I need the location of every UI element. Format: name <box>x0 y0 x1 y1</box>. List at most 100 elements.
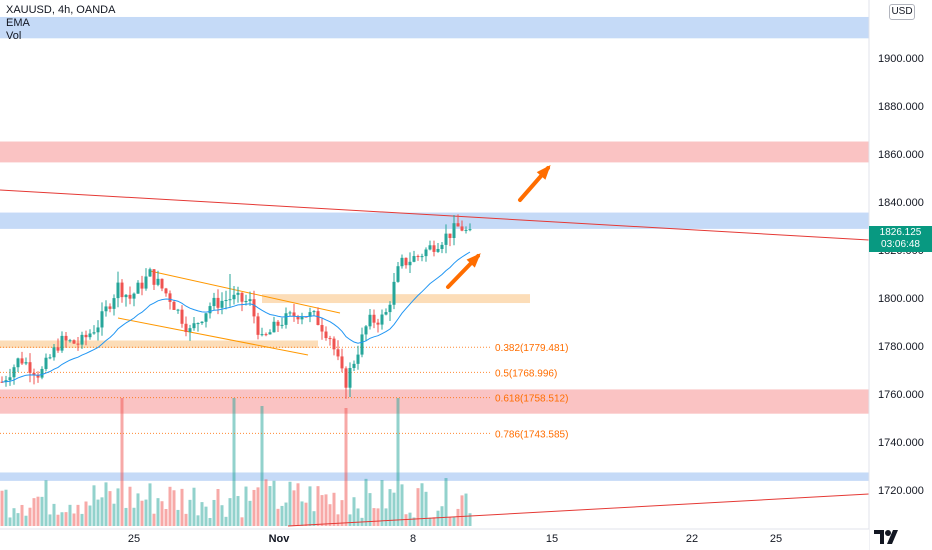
candle-body <box>260 334 264 336</box>
volume-bar <box>396 398 400 526</box>
volume-bar <box>372 508 376 526</box>
candle-body <box>152 269 156 285</box>
volume-bars <box>0 398 472 526</box>
upper-trendline <box>0 189 870 241</box>
candle-body <box>264 334 268 336</box>
tradingview-logo-icon[interactable] <box>872 526 900 548</box>
price-axis-panel[interactable] <box>869 0 932 550</box>
volume-bar <box>256 487 260 526</box>
arrow-head <box>466 253 481 268</box>
volume-bar <box>236 496 240 526</box>
candle-body <box>316 311 320 326</box>
price-tick-label: 1900.000 <box>878 53 924 65</box>
volume-bar <box>220 505 224 526</box>
candle-body <box>244 301 248 303</box>
candle <box>176 308 180 314</box>
volume-bar <box>180 488 184 526</box>
candle-body <box>12 367 16 378</box>
time-tick-label: 22 <box>686 533 698 545</box>
volume-bar <box>264 479 268 526</box>
last-price-badge: 1826.125 03:06:48 <box>869 226 932 252</box>
volume-bar <box>148 483 152 526</box>
candle <box>72 339 76 345</box>
volume-bar <box>376 508 380 526</box>
volume-bar <box>88 505 92 526</box>
candle-body <box>296 316 300 320</box>
volume-bar <box>20 504 24 526</box>
symbol-title[interactable]: XAUUSD, 4h, OANDA <box>6 4 116 16</box>
candle <box>312 310 316 317</box>
candle <box>228 274 232 307</box>
candlesticks <box>0 214 472 399</box>
candle-body <box>72 340 76 344</box>
volume-bar <box>428 517 432 526</box>
volume-bar <box>436 510 440 526</box>
candle-body <box>292 312 296 317</box>
candle <box>184 316 188 337</box>
candle <box>68 338 72 343</box>
candle <box>144 268 148 291</box>
candle-body <box>348 367 352 388</box>
volume-bar <box>292 490 296 526</box>
candle-body <box>160 278 164 289</box>
volume-bar <box>364 478 368 526</box>
volume-bar <box>64 512 68 526</box>
candle-body <box>412 256 416 262</box>
volume-bar <box>108 491 112 526</box>
volume-bar <box>204 506 208 526</box>
zone-blue <box>0 472 869 481</box>
candle-body <box>0 381 4 383</box>
candle-body <box>4 380 8 382</box>
candle <box>212 292 216 311</box>
candle <box>196 322 200 332</box>
candle-body <box>436 248 440 252</box>
time-axis-panel[interactable] <box>0 529 869 550</box>
candle-body <box>300 316 304 320</box>
candle <box>12 364 16 385</box>
candle <box>236 286 240 303</box>
candle <box>140 275 144 296</box>
candle-body <box>396 266 400 282</box>
vol-indicator-label[interactable]: Vol <box>6 30 22 42</box>
volume-bar <box>120 398 124 526</box>
price-tick-label: 1720.000 <box>878 485 924 497</box>
volume-bar <box>336 514 340 526</box>
volume-bar <box>320 495 324 526</box>
candle-body <box>40 368 44 378</box>
candle-body <box>176 309 180 311</box>
candle <box>188 324 192 341</box>
candle <box>204 313 208 328</box>
candle-body <box>404 257 408 266</box>
candle <box>152 269 156 290</box>
volume-bar <box>176 509 180 526</box>
volume-bar <box>328 504 332 526</box>
volume-bar <box>312 511 316 526</box>
volume-bar <box>16 513 20 526</box>
candle <box>412 250 416 263</box>
volume-bar <box>224 516 228 526</box>
candle-body <box>112 298 116 309</box>
time-tick-label: Nov <box>269 533 291 545</box>
candle <box>88 329 92 340</box>
candle <box>36 371 40 383</box>
candle-body <box>408 261 412 266</box>
candle <box>356 345 360 370</box>
candle-body <box>20 358 24 364</box>
volume-bar <box>444 478 448 526</box>
price-tick-label: 1740.000 <box>878 437 924 449</box>
candle <box>136 280 140 294</box>
candle <box>444 224 448 254</box>
volume-bar <box>404 514 408 526</box>
projection-arrow <box>446 253 481 289</box>
price-tick-label: 1840.000 <box>878 197 924 209</box>
currency-badge[interactable]: USD <box>889 4 915 20</box>
candle-body <box>64 335 68 341</box>
volume-bar <box>380 480 384 526</box>
candle-body <box>352 363 356 368</box>
candle-body <box>228 299 232 301</box>
ema-indicator-label[interactable]: EMA <box>6 17 30 29</box>
candle <box>352 360 356 372</box>
volume-bar <box>448 517 452 526</box>
candle <box>124 293 128 307</box>
